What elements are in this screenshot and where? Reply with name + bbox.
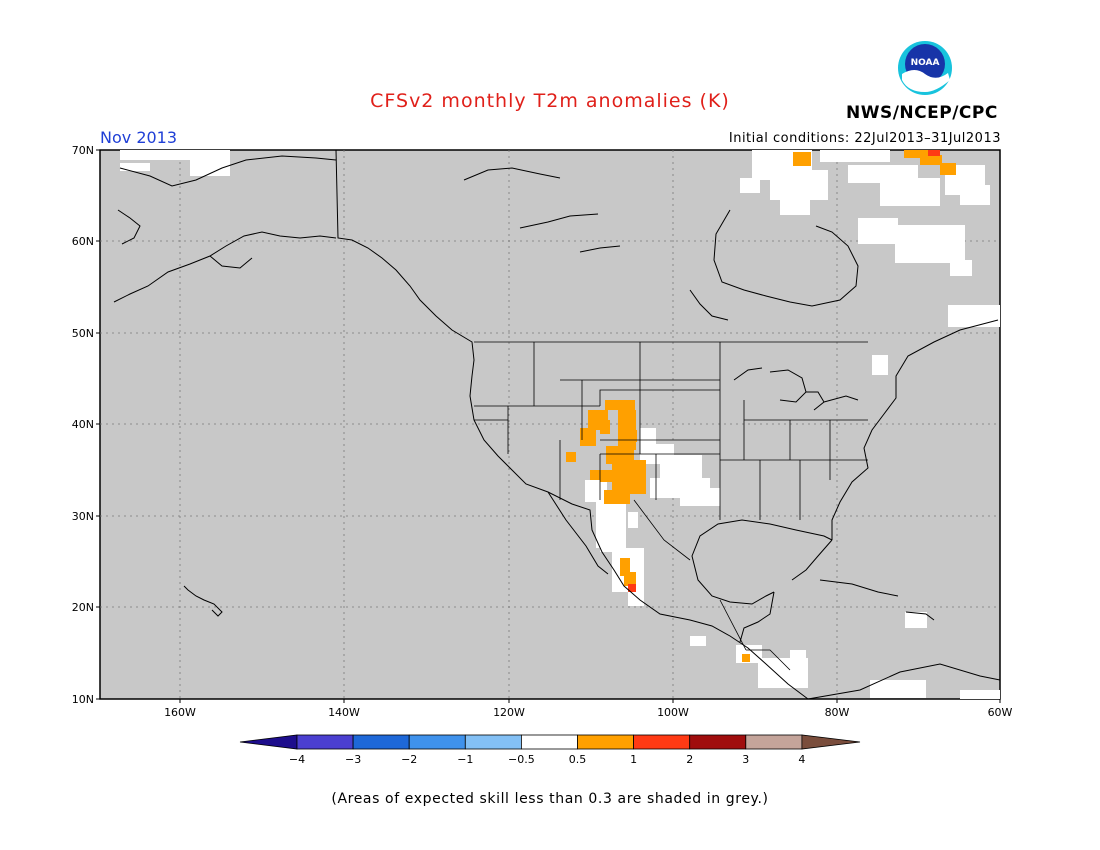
- lat-label: 30N: [72, 510, 94, 523]
- colorbar-segment: [689, 734, 747, 750]
- colorbar-tick-label: 2: [686, 753, 693, 766]
- colorbar-tick-label: −2: [401, 753, 417, 766]
- colorbar-segment: [633, 734, 691, 750]
- colorbar-tick-label: −1: [457, 753, 473, 766]
- map-background: [99, 149, 1001, 700]
- colorbar-tick-label: 0.5: [569, 753, 587, 766]
- colorbar: −4 −3 −2 −1 −0.5 0.5 1 2 3 4: [239, 734, 861, 766]
- colorbar-tick-label: −0.5: [508, 753, 535, 766]
- colorbar-segment: [296, 734, 354, 750]
- agency-label: NWS/NCEP/CPC: [846, 103, 998, 123]
- lat-label: 50N: [72, 327, 94, 340]
- lon-label: 80W: [825, 706, 850, 719]
- state-borders: [474, 341, 868, 671]
- lat-label: 10N: [72, 693, 94, 706]
- colorbar-segment: [408, 734, 466, 750]
- colorbar-tick-label: 1: [630, 753, 637, 766]
- lon-label: 60W: [988, 706, 1013, 719]
- coastlines: [113, 149, 1001, 700]
- colorbar-segment: [577, 734, 634, 750]
- month-label: Nov 2013: [100, 128, 178, 147]
- colorbar-segment: [239, 734, 298, 750]
- initial-conditions: Initial conditions: 22Jul2013–31Jul2013: [728, 131, 1001, 146]
- lat-label: 70N: [72, 144, 94, 157]
- colorbar-segment: [352, 734, 410, 750]
- lon-label: 100W: [657, 706, 689, 719]
- colorbar-segment: [521, 734, 578, 750]
- near-normal-regions: [120, 150, 1000, 699]
- lon-label: 120W: [493, 706, 525, 719]
- lon-label: 140W: [328, 706, 360, 719]
- lat-label: 20N: [72, 601, 94, 614]
- lon-label: 160W: [164, 706, 196, 719]
- noaa-logo: NOAA: [898, 41, 952, 95]
- colorbar-tick-label: −3: [345, 753, 361, 766]
- colorbar-segment: [464, 734, 522, 750]
- lat-label: 60N: [72, 235, 94, 248]
- colorbar-segment: [801, 734, 861, 750]
- warm-anomaly-regions: [566, 150, 956, 662]
- noaa-logo-text: NOAA: [911, 58, 940, 68]
- colorbar-tick-label: −4: [289, 753, 305, 766]
- colorbar-segment: [745, 734, 803, 750]
- chart-title: CFSv2 monthly T2m anomalies (K): [370, 90, 730, 112]
- colorbar-tick-label: 3: [742, 753, 749, 766]
- lat-label: 40N: [72, 418, 94, 431]
- colorbar-tick-label: 4: [798, 753, 805, 766]
- skill-footnote: (Areas of expected skill less than 0.3 a…: [331, 791, 769, 807]
- map-gridlines: [100, 150, 1000, 699]
- strong-warm-anomaly-regions: [628, 150, 940, 592]
